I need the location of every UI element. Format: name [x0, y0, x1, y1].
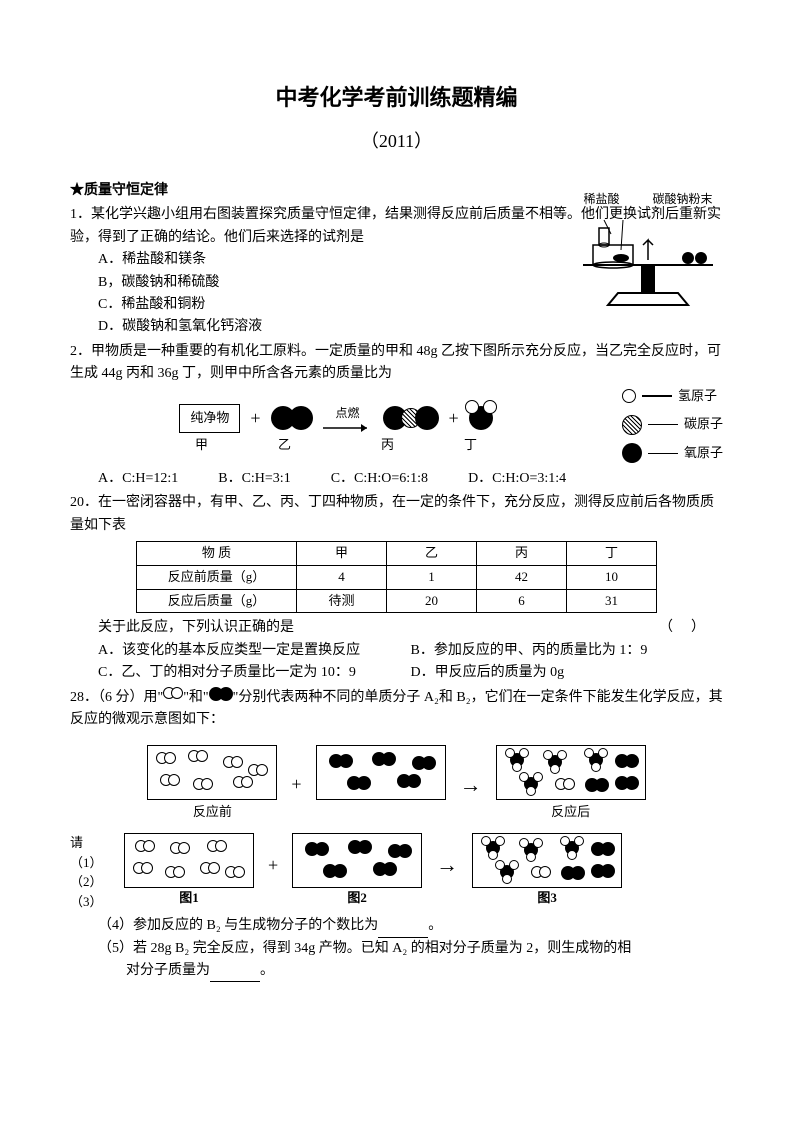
blank-field[interactable] — [210, 968, 260, 982]
label-bing: 丙 — [381, 435, 394, 456]
q28-line5b-row: 对分子质量为 。 — [70, 960, 723, 982]
q28-line4-text: （4）参加反应的 B₂ 与生成物分子的个数比为 — [98, 918, 378, 933]
fig1-label: 图1 — [124, 888, 254, 909]
td: 10 — [567, 565, 657, 589]
fig2-box — [292, 833, 422, 888]
page-subtitle: （2011） — [70, 127, 723, 156]
fig3-box — [472, 833, 622, 888]
label-jia: 甲 — [195, 435, 208, 456]
period: 。 — [428, 918, 442, 933]
td: 反应前质量（g） — [137, 565, 297, 589]
molecule-co2 — [383, 406, 439, 430]
q20-opt-a: A．该变化的基本反应类型一定是置换反应 — [98, 640, 411, 662]
q28-diagram-2: 请 （1） （2） （3） 图1 + — [70, 833, 723, 911]
q2-reaction-diagram: 纯净物 + 点燃 + — [70, 404, 602, 433]
q28-sub-labels: 请 （1） （2） （3） — [70, 833, 110, 911]
q28-stem-pre: （6 分）用" — [98, 690, 163, 705]
q2-legend: 氢原子 碳原子 氧原子 — [622, 386, 723, 464]
td: 1 — [387, 565, 477, 589]
q20-stem: 在一密闭容器中，有甲、乙、丙、丁四种物质，在一定的条件下，充分反应，测得反应前后… — [70, 495, 714, 532]
q28-left-0: 请 — [70, 833, 110, 853]
th: 乙 — [387, 542, 477, 566]
q28-left-3: （3） — [70, 892, 110, 912]
q1-fig-label-1: 稀盐酸 — [583, 190, 619, 209]
plus-icon: + — [250, 404, 260, 433]
blank-field[interactable] — [378, 924, 428, 938]
q20-opt-d: D．甲反应后的质量为 0g — [411, 662, 724, 684]
q20-opt-b: B．参加反应的甲、丙的质量比为 1：9 — [411, 640, 724, 662]
plus-icon: + — [291, 770, 301, 799]
fig1-box — [124, 833, 254, 888]
q28-stem-mid: "和" — [183, 690, 208, 705]
th: 丙 — [477, 542, 567, 566]
q28-line4: （4）参加反应的 B₂ 与生成物分子的个数比为 。 — [70, 915, 723, 937]
plus-icon: + — [268, 851, 278, 880]
q28-left-1: （1） — [70, 853, 110, 873]
q28-diagram-1: 反应前 + → 反应后 — [70, 745, 723, 823]
td: 42 — [477, 565, 567, 589]
answer-paren: （） — [659, 617, 723, 639]
question-20: 20．在一密闭容器中，有甲、乙、丙、丁四种物质，在一定的条件下，充分反应，测得反… — [70, 492, 723, 684]
q1-figure: 稀盐酸 碳酸钠粉末 — [563, 190, 733, 328]
legend-o: 氧原子 — [684, 443, 723, 464]
q20-num: 20． — [70, 495, 98, 510]
td: 反应后质量（g） — [137, 589, 297, 613]
before-box-1 — [147, 745, 277, 800]
q20-table: 物 质 甲 乙 丙 丁 反应前质量（g） 4 1 42 10 反应后质量（g） … — [136, 541, 657, 613]
arrow-label: 点燃 — [323, 404, 373, 423]
molecule-o2 — [271, 406, 313, 430]
question-1: 1．某化学兴趣小组用右图装置探究质量守恒定律，结果测得反应前后质量不相等。他们更… — [70, 204, 723, 338]
legend-h: 氢原子 — [678, 386, 717, 407]
after-box — [496, 745, 646, 800]
q2-stem: 甲物质是一种重要的有机化工原料。一定质量的甲和 48g 乙按下图所示充分反应，当… — [70, 344, 721, 381]
q1-num: 1． — [70, 207, 91, 222]
before-box-2 — [316, 745, 446, 800]
a2-icon — [163, 687, 183, 701]
cap-before: 反应前 — [147, 802, 277, 823]
arrow-icon: → — [436, 847, 458, 882]
td: 31 — [567, 589, 657, 613]
question-28: 28．（6 分）用""和""分别代表两种不同的单质分子 A₂和 B₂，它们在一定… — [70, 687, 723, 983]
balance-icon — [563, 210, 733, 320]
plus-icon: + — [449, 404, 459, 433]
td: 4 — [297, 565, 387, 589]
fig2-label: 图2 — [292, 888, 422, 909]
legend-c: 碳原子 — [684, 414, 723, 435]
q20-opt-c: C．乙、丁的相对分子质量比一定为 10：9 — [98, 662, 411, 684]
q28-left-2: （2） — [70, 872, 110, 892]
q1-fig-label-2: 碳酸钠粉末 — [652, 190, 712, 209]
arrow-icon: 点燃 — [323, 404, 373, 433]
th: 物 质 — [137, 542, 297, 566]
q2-labels: 甲 乙 丙 丁 — [70, 435, 602, 456]
q2-choice-c: C．C:H:O=6:1:8 — [331, 468, 428, 490]
label-ding: 丁 — [464, 435, 477, 456]
q20-options: A．该变化的基本反应类型一定是置换反应 B．参加反应的甲、丙的质量比为 1：9 … — [70, 640, 723, 685]
q2-choice-d: D．C:H:O=3:1:4 — [468, 468, 566, 490]
q28-num: 28． — [70, 690, 98, 705]
question-2: 2．甲物质是一种重要的有机化工原料。一定质量的甲和 48g 乙按下图所示充分反应… — [70, 341, 723, 491]
q2-reactant-box: 纯净物 — [179, 404, 240, 433]
label-yi: 乙 — [278, 435, 291, 456]
page-title: 中考化学考前训练题精编 — [70, 80, 723, 115]
th: 丁 — [567, 542, 657, 566]
q20-after: 关于此反应，下列认识正确的是 — [98, 620, 294, 635]
q2-choice-b: B．C:H=3:1 — [218, 468, 290, 490]
fig3-label: 图3 — [472, 888, 622, 909]
q2-num: 2． — [70, 344, 91, 359]
b2-icon — [209, 687, 233, 701]
td: 20 — [387, 589, 477, 613]
td: 6 — [477, 589, 567, 613]
q28-line5a: （5）若 28g B₂ 完全反应，得到 34g 产物。已知 A₂ 的相对分子质量… — [98, 941, 631, 956]
q28-line5b: 对分子质量为 — [126, 963, 210, 978]
cap-after: 反应后 — [496, 802, 646, 823]
th: 甲 — [297, 542, 387, 566]
q2-choices: A．C:H=12:1 B．C:H=3:1 C．C:H:O=6:1:8 D．C:H… — [70, 468, 723, 490]
arrow-icon: → — [460, 767, 482, 802]
q28-line5: （5）若 28g B₂ 完全反应，得到 34g 产物。已知 A₂ 的相对分子质量… — [70, 938, 723, 960]
td: 待测 — [297, 589, 387, 613]
molecule-h2o — [469, 406, 493, 430]
period: 。 — [260, 963, 274, 978]
q2-choice-a: A．C:H=12:1 — [98, 468, 178, 490]
